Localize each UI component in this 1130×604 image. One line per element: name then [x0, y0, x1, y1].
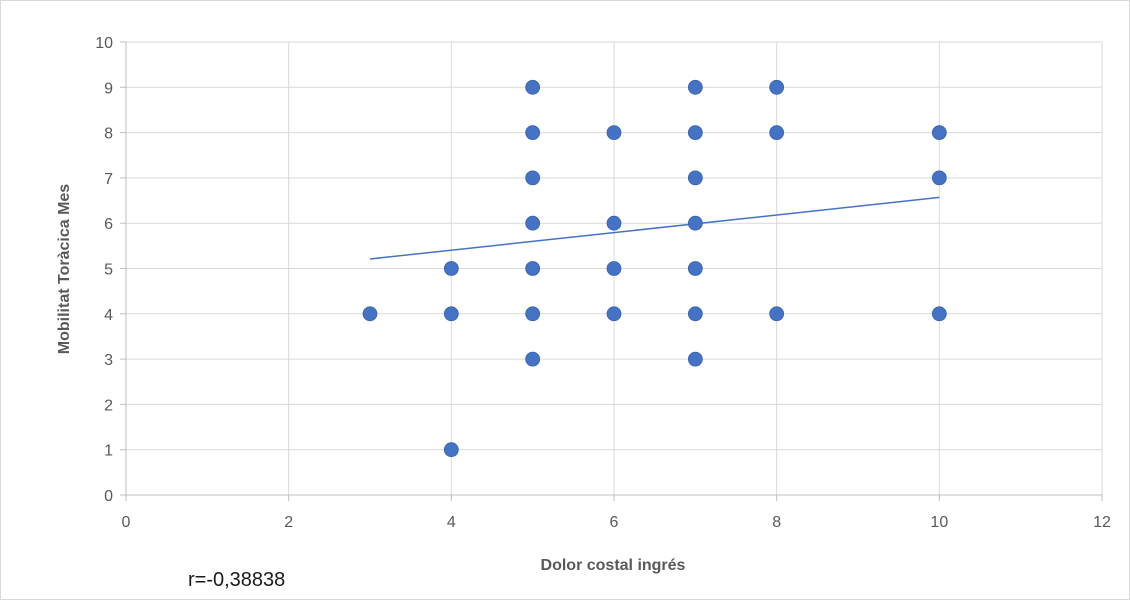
- y-tick-label-1: 1: [104, 443, 113, 460]
- data-point-10: [525, 351, 541, 367]
- y-tick-label-2: 2: [104, 397, 113, 414]
- y-tick-label-4: 4: [104, 307, 113, 324]
- x-axis-title: Dolor costal ingrés: [541, 557, 686, 574]
- y-tick-label-9: 9: [104, 80, 113, 97]
- data-point-2: [443, 306, 459, 322]
- data-point-0: [362, 306, 378, 322]
- data-point-25: [931, 125, 947, 141]
- y-axis-title: Mobilitat Toràcica Mes: [56, 184, 73, 355]
- x-tick-label-0: 0: [122, 514, 131, 531]
- x-tick-label-8: 8: [772, 514, 781, 531]
- data-point-6: [525, 170, 541, 186]
- data-point-16: [687, 125, 703, 141]
- data-point-5: [525, 125, 541, 141]
- data-point-12: [606, 215, 622, 231]
- data-point-15: [687, 79, 703, 95]
- data-point-23: [769, 125, 785, 141]
- y-tick-label-8: 8: [104, 126, 113, 143]
- x-tick-label-4: 4: [447, 514, 456, 531]
- data-point-24: [769, 306, 785, 322]
- data-point-13: [606, 261, 622, 276]
- y-tick-label-5: 5: [104, 262, 113, 279]
- data-point-7: [525, 215, 541, 231]
- x-tick-label-6: 6: [610, 514, 619, 531]
- data-point-8: [525, 261, 541, 276]
- data-point-4: [525, 79, 541, 95]
- x-tick-label-2: 2: [284, 514, 293, 531]
- linear-trendline: [369, 196, 940, 260]
- data-point-26: [931, 170, 947, 186]
- y-tick-label-0: 0: [104, 488, 113, 505]
- y-tick-label-6: 6: [104, 216, 113, 233]
- data-points: [362, 79, 947, 458]
- data-point-1: [443, 261, 459, 276]
- data-point-22: [769, 79, 785, 95]
- correlation-annotation: r=-0,38838: [188, 569, 285, 591]
- data-point-18: [687, 215, 703, 231]
- data-point-9: [525, 306, 541, 322]
- data-point-19: [687, 261, 703, 276]
- x-tick-label-12: 12: [1093, 514, 1111, 531]
- data-point-11: [606, 125, 622, 141]
- y-tick-label-10: 10: [95, 35, 113, 52]
- data-point-20: [687, 306, 703, 322]
- data-point-27: [931, 306, 947, 322]
- axes: [120, 41, 1103, 501]
- data-point-21: [687, 351, 703, 367]
- data-point-14: [606, 306, 622, 322]
- x-tick-label-10: 10: [930, 514, 948, 531]
- data-point-3: [443, 442, 459, 458]
- y-tick-label-7: 7: [104, 171, 113, 188]
- y-tick-label-3: 3: [104, 352, 113, 369]
- trendline-layer: [369, 196, 940, 260]
- data-point-17: [687, 170, 703, 186]
